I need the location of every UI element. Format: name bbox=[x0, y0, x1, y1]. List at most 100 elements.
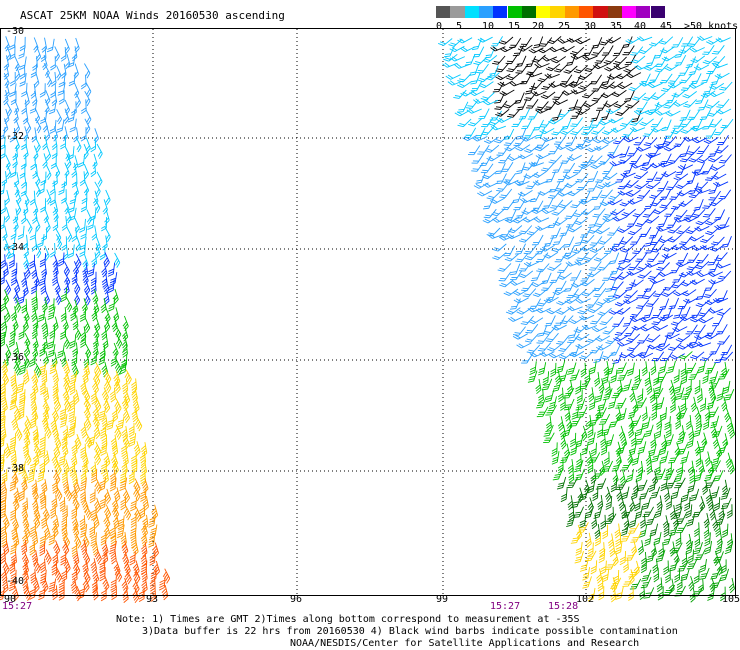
wind-barb bbox=[100, 424, 107, 439]
wind-barb bbox=[31, 263, 38, 280]
wind-barb bbox=[608, 117, 624, 124]
wind-barb bbox=[114, 360, 123, 376]
wind-barb bbox=[655, 371, 668, 383]
wind-barb bbox=[120, 495, 127, 511]
wind-barb bbox=[131, 407, 138, 423]
wind-barb bbox=[570, 46, 585, 56]
wind-barb bbox=[104, 378, 112, 394]
wind-barb bbox=[2, 578, 9, 594]
wind-barb bbox=[68, 72, 76, 87]
wind-barb bbox=[82, 577, 90, 593]
wind-barb bbox=[53, 469, 61, 485]
wind-barb bbox=[39, 342, 46, 357]
lon-label-102: 102 bbox=[576, 594, 595, 605]
wind-barb bbox=[639, 118, 654, 127]
wind-barb bbox=[663, 486, 670, 502]
wind-barb bbox=[658, 542, 665, 558]
wind-barb bbox=[85, 81, 92, 97]
wind-barb bbox=[625, 189, 641, 197]
wind-barb bbox=[688, 575, 695, 592]
wind-barb bbox=[585, 414, 592, 430]
wind-barb bbox=[99, 344, 106, 360]
wind-barb bbox=[626, 270, 642, 276]
wind-barb bbox=[75, 253, 82, 269]
wind-barb bbox=[623, 290, 638, 299]
wind-barb bbox=[616, 272, 632, 280]
wind-barb bbox=[604, 513, 617, 524]
wind-barb bbox=[522, 216, 538, 223]
wind-barb bbox=[128, 469, 135, 485]
wind-barb bbox=[0, 488, 7, 503]
wind-barb bbox=[609, 245, 625, 252]
legend-swatch bbox=[436, 6, 451, 18]
wind-barb bbox=[579, 351, 594, 360]
wind-barb bbox=[0, 478, 7, 494]
wind-barb bbox=[681, 551, 688, 567]
wind-barb bbox=[566, 154, 582, 162]
wind-barb bbox=[693, 522, 700, 538]
wind-barb bbox=[612, 469, 619, 485]
wind-barb bbox=[690, 396, 697, 413]
wind-barb bbox=[516, 307, 532, 315]
wind-barb bbox=[689, 47, 705, 53]
wind-barb bbox=[581, 425, 588, 442]
wind-barb bbox=[87, 433, 96, 447]
wind-barb bbox=[148, 514, 156, 528]
wind-barb bbox=[150, 567, 157, 582]
wind-barb bbox=[616, 486, 623, 502]
wind-barb bbox=[673, 369, 680, 384]
wind-barb bbox=[112, 514, 120, 530]
wind-barb bbox=[658, 314, 674, 322]
wind-barb bbox=[695, 260, 710, 270]
wind-barb bbox=[49, 242, 56, 258]
wind-barb bbox=[669, 353, 685, 360]
wind-barb bbox=[641, 361, 648, 377]
wind-barb bbox=[693, 424, 703, 438]
wind-barb bbox=[583, 252, 598, 262]
wind-barb bbox=[518, 270, 534, 279]
wind-barb bbox=[700, 72, 712, 84]
wind-barb bbox=[84, 63, 91, 79]
wind-barb bbox=[582, 55, 598, 61]
wind-barb bbox=[689, 469, 696, 484]
wind-barb bbox=[683, 99, 697, 108]
wind-barb bbox=[54, 460, 62, 476]
note-line-3: NOAA/NESDIS/Center for Satellite Applica… bbox=[290, 638, 640, 649]
wind-barb bbox=[607, 533, 614, 549]
wind-barb bbox=[685, 324, 698, 335]
wind-barb bbox=[499, 46, 516, 53]
wind-barb bbox=[74, 217, 80, 234]
wind-barb bbox=[707, 308, 724, 314]
wind-barb bbox=[607, 144, 619, 156]
wind-barb bbox=[39, 272, 47, 286]
wind-barb bbox=[724, 407, 731, 423]
wind-barb bbox=[2, 262, 9, 278]
wind-barb bbox=[79, 171, 86, 187]
wind-barb bbox=[13, 360, 21, 376]
wind-barb bbox=[671, 486, 680, 500]
wind-barb bbox=[523, 245, 537, 255]
wind-barb bbox=[703, 469, 715, 482]
wind-barb bbox=[703, 288, 717, 298]
wind-barb bbox=[20, 155, 27, 170]
wind-barb bbox=[0, 505, 7, 520]
wind-barb bbox=[629, 386, 636, 403]
wind-barb bbox=[498, 271, 512, 282]
wind-barb bbox=[564, 209, 578, 220]
wind-barb bbox=[52, 424, 59, 441]
wind-barb bbox=[53, 396, 62, 412]
wind-barb bbox=[692, 137, 708, 144]
wind-barb bbox=[686, 558, 698, 570]
wind-barb bbox=[31, 324, 38, 340]
wind-barb bbox=[602, 325, 617, 335]
wind-barb bbox=[574, 260, 590, 266]
wind-barb bbox=[665, 568, 671, 584]
wind-barb bbox=[595, 335, 611, 342]
wind-barb bbox=[524, 333, 539, 343]
wind-barb bbox=[526, 71, 543, 78]
wind-barb bbox=[540, 136, 557, 142]
wind-barb bbox=[653, 47, 665, 59]
wind-barb bbox=[15, 425, 23, 441]
wind-barb bbox=[588, 361, 597, 375]
wind-barb bbox=[626, 216, 639, 227]
